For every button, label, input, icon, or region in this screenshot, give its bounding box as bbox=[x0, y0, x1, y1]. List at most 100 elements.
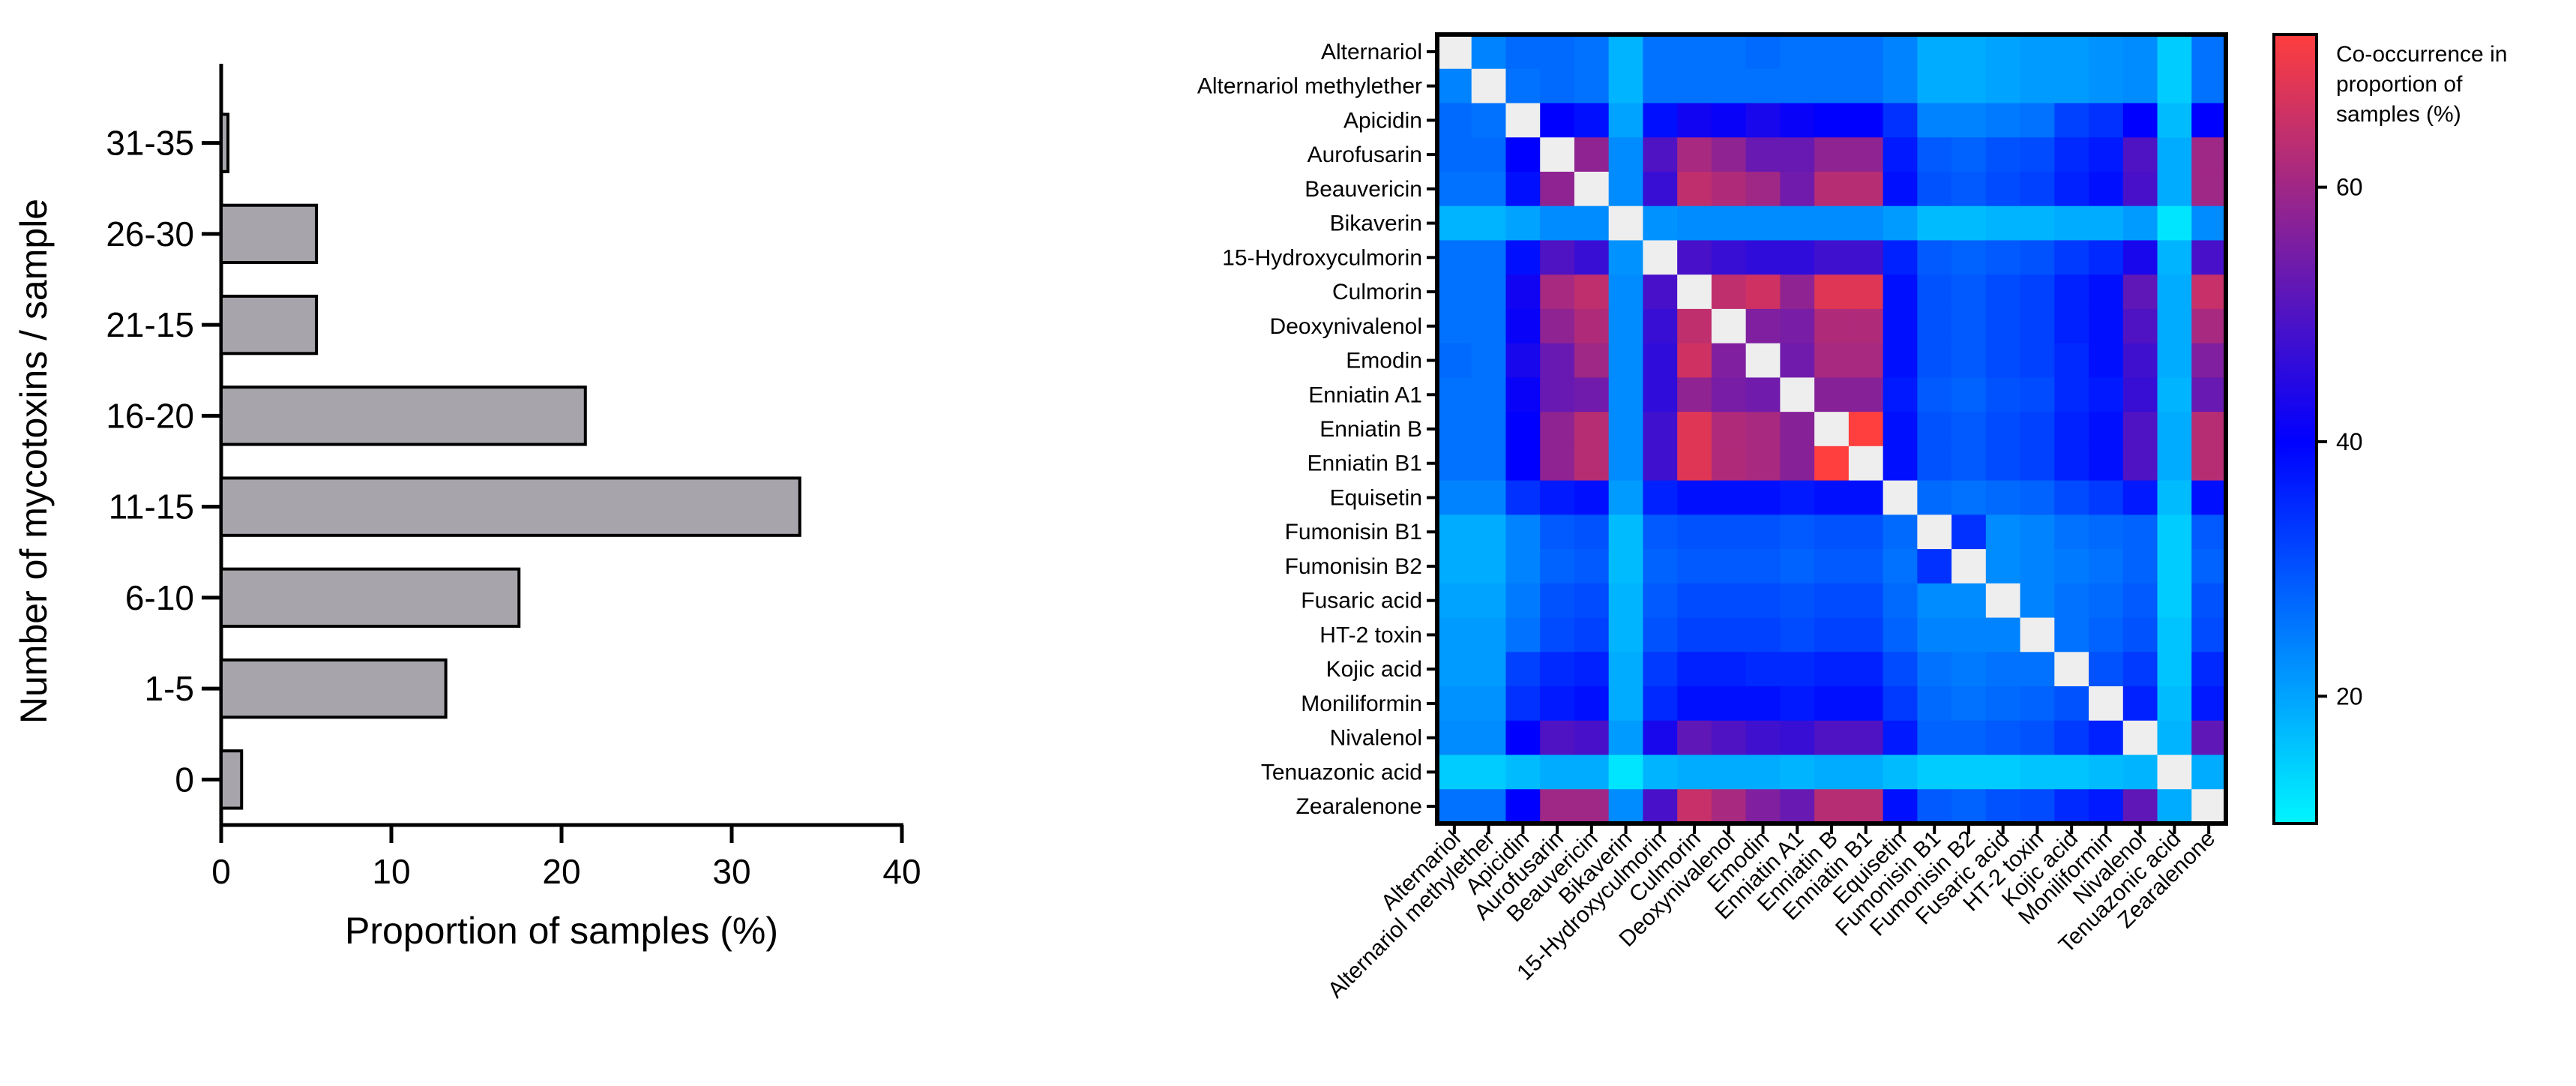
heatmap-cell bbox=[1540, 206, 1575, 242]
heatmap-cell bbox=[1608, 240, 1644, 275]
heatmap-cell bbox=[1677, 514, 1712, 550]
heatmap-cell bbox=[1574, 206, 1610, 242]
heatmap-cell bbox=[2157, 549, 2192, 584]
heatmap-cell bbox=[1848, 686, 1884, 722]
heatmap-cell bbox=[2191, 549, 2227, 584]
y-tick-label: 21-15 bbox=[106, 305, 194, 344]
heatmap-cell bbox=[1437, 652, 1472, 687]
heatmap-cell bbox=[2089, 617, 2124, 652]
heatmap-cell bbox=[1574, 137, 1610, 172]
heatmap-cell bbox=[1608, 103, 1644, 138]
heatmap-cell bbox=[1883, 206, 1918, 242]
heatmap-cell bbox=[1745, 412, 1781, 447]
heatmap-cell bbox=[1848, 308, 1884, 344]
heatmap-cell bbox=[1951, 103, 1987, 138]
heatmap-cell bbox=[1471, 34, 1507, 70]
heatmap-cell bbox=[1608, 549, 1644, 584]
heatmap-cell bbox=[1745, 137, 1781, 172]
heatmap-cell bbox=[1471, 583, 1507, 619]
heatmap-cell bbox=[1608, 308, 1644, 344]
heatmap-cell bbox=[2054, 549, 2089, 584]
heatmap-cell bbox=[1814, 206, 1850, 242]
heatmap-cell bbox=[1677, 343, 1712, 378]
heatmap-cell bbox=[2054, 480, 2089, 515]
heatmap-cell bbox=[2020, 720, 2055, 756]
heatmap-cell bbox=[1437, 68, 1472, 104]
heatmap-cell bbox=[2020, 754, 2055, 790]
heatmap-cell bbox=[1883, 68, 1918, 104]
heatmap-cell bbox=[1437, 583, 1472, 619]
heatmap-cell bbox=[1505, 480, 1541, 515]
heatmap-cell bbox=[1883, 171, 1918, 207]
heatmap-cell bbox=[2054, 34, 2089, 70]
heatmap-cell bbox=[1608, 789, 1644, 824]
heatmap-cell bbox=[1540, 720, 1575, 756]
heatmap-cell bbox=[1677, 446, 1712, 482]
heatmap-cell bbox=[1608, 446, 1644, 482]
heatmap-cell bbox=[2191, 617, 2227, 652]
heatmap-cell bbox=[1711, 789, 1747, 824]
row-label: Moniliformin bbox=[1301, 692, 1422, 716]
heatmap-cell bbox=[2191, 789, 2227, 824]
heatmap-cell bbox=[2157, 137, 2192, 172]
row-label: Kojic acid bbox=[1326, 657, 1422, 682]
heatmap-cell bbox=[1608, 68, 1644, 104]
heatmap-cell bbox=[2157, 103, 2192, 138]
heatmap-cell bbox=[1608, 377, 1644, 412]
heatmap-cell bbox=[1883, 652, 1918, 687]
heatmap-cell bbox=[1540, 412, 1575, 447]
heatmap-cell bbox=[1471, 514, 1507, 550]
heatmap-cell bbox=[2089, 446, 2124, 482]
heatmap-cell bbox=[1574, 34, 1610, 70]
heatmap-cell bbox=[2054, 171, 2089, 207]
heatmap-cell bbox=[2191, 171, 2227, 207]
heatmap-cell bbox=[1471, 754, 1507, 790]
heatmap-cell bbox=[1711, 754, 1747, 790]
heatmap-cell bbox=[1540, 137, 1575, 172]
heatmap-cell bbox=[1608, 754, 1644, 790]
heatmap-cell bbox=[2157, 171, 2192, 207]
heatmap-cell bbox=[2089, 652, 2124, 687]
heatmap-cell bbox=[1437, 617, 1472, 652]
heatmap-cell bbox=[1505, 514, 1541, 550]
heatmap-cell bbox=[1985, 274, 2021, 310]
heatmap-cell bbox=[1677, 274, 1712, 310]
heatmap-cell bbox=[1608, 412, 1644, 447]
heatmap-cell bbox=[1848, 446, 1884, 482]
row-label: Deoxynivalenol bbox=[1270, 314, 1422, 339]
y-tick-label: 26-30 bbox=[106, 214, 194, 254]
heatmap-cell bbox=[1505, 446, 1541, 482]
heatmap-cell bbox=[1745, 583, 1781, 619]
heatmap-cell bbox=[2020, 103, 2055, 138]
heatmap-cell bbox=[1608, 137, 1644, 172]
heatmap-cell bbox=[1917, 686, 1952, 722]
heatmap-cell bbox=[1540, 343, 1575, 378]
heatmap-cell bbox=[1985, 686, 2021, 722]
heatmap-cell bbox=[1745, 206, 1781, 242]
heatmap-cell bbox=[2191, 652, 2227, 687]
heatmap-cell bbox=[1437, 206, 1472, 242]
bar-chart: 0 1-5 6-10 11-15 16-20 21-15 26-30 31-35 0 10 20 30… bbox=[13, 64, 921, 952]
heatmap-cell bbox=[2020, 686, 2055, 722]
heatmap-cell bbox=[1780, 514, 1815, 550]
heatmap-cell bbox=[1677, 171, 1712, 207]
heatmap-cell bbox=[1780, 549, 1815, 584]
col-label: Alternariol methylether bbox=[1323, 826, 1500, 1004]
heatmap-cell bbox=[1780, 412, 1815, 447]
heatmap-cell bbox=[2020, 412, 2055, 447]
heatmap-cell bbox=[1917, 377, 1952, 412]
heatmap-cell bbox=[2191, 308, 2227, 344]
heatmap-cell bbox=[1814, 34, 1850, 70]
heatmap-cell bbox=[1814, 720, 1850, 756]
heatmap-cell bbox=[1505, 377, 1541, 412]
heatmap-cell bbox=[1883, 617, 1918, 652]
heatmap-cell bbox=[2020, 171, 2055, 207]
heatmap-cell bbox=[2191, 206, 2227, 242]
heatmap-cell bbox=[2157, 34, 2192, 70]
heatmap-cell bbox=[1643, 652, 1678, 687]
heatmap-cell bbox=[1780, 377, 1815, 412]
heatmap-cell bbox=[1574, 412, 1610, 447]
heatmap-cell bbox=[2054, 686, 2089, 722]
heatmap-cell bbox=[1917, 206, 1952, 242]
heatmap-cell bbox=[2122, 343, 2158, 378]
